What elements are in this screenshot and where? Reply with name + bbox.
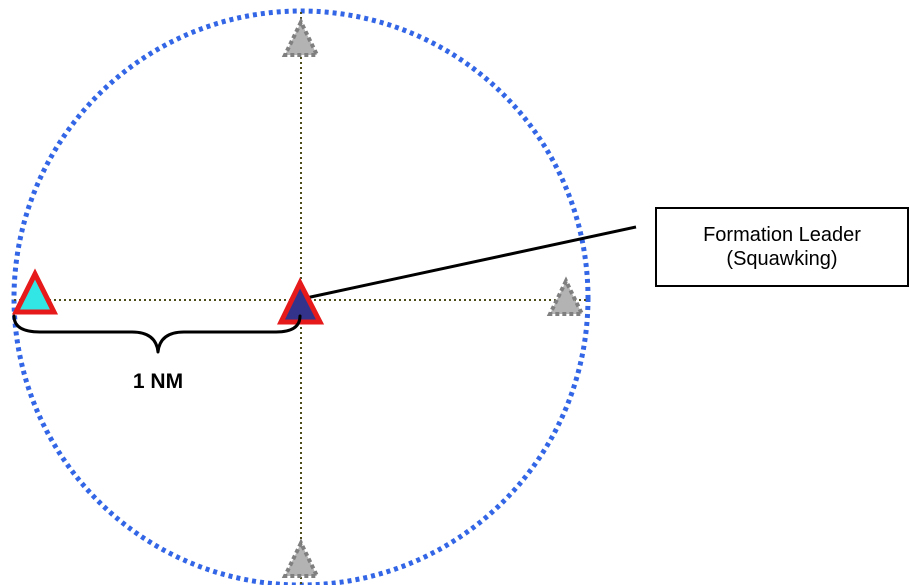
distance-brace bbox=[12, 314, 302, 354]
ghost-marker-top bbox=[281, 17, 321, 57]
distance-label: 1 NM bbox=[132, 370, 184, 393]
callout-line-1: Formation Leader bbox=[703, 224, 861, 246]
wingman-aircraft-marker bbox=[11, 268, 59, 315]
ghost-marker-bottom bbox=[281, 538, 321, 578]
callout-leader-line bbox=[305, 225, 637, 300]
range-ring bbox=[11, 8, 591, 585]
ghost-marker-right bbox=[546, 276, 586, 316]
callout-line-2: (Squawking) bbox=[726, 248, 838, 270]
formation-leader-callout: Formation Leader (Squawking) bbox=[655, 207, 909, 287]
